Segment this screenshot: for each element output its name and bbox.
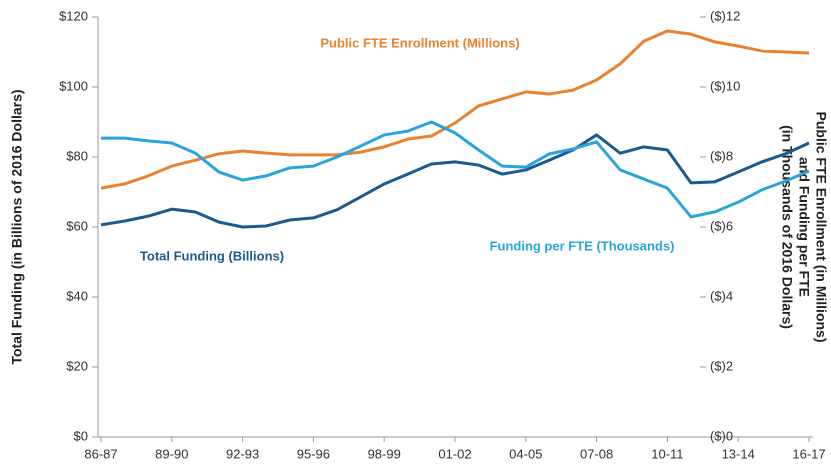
series-line [100,133,810,229]
y-tick-label: $0 [74,428,88,443]
series-label: Total Funding (Billions) [140,248,284,263]
y2-tick-label: ($)2 [710,358,733,373]
x-tick-label: 95-96 [297,446,330,461]
y-tick-label: $100 [59,78,88,93]
y2-tick-label: ($)6 [710,218,733,233]
y2-tick-label: ($)10 [710,78,740,93]
y-tick-label: $120 [59,8,88,23]
x-tick-label: 98-99 [368,446,401,461]
x-tick-label: 92-93 [226,446,259,461]
y2-tick-label: ($)8 [710,148,733,163]
y-axis-label: Total Funding (in Billions of 2016 Dolla… [9,89,25,364]
x-tick-label: 01-02 [438,446,471,461]
x-tick-label: 89-90 [155,446,188,461]
y2-axis-label: and Funding per FTE [796,157,812,297]
y2-tick-label: ($)0 [710,428,733,443]
x-tick-label: 86-87 [84,446,117,461]
y-tick-label: $60 [66,218,88,233]
y2-axis-label: Public FTE Enrollment (in Millions) [813,112,829,343]
x-tick-label: 10-11 [651,446,683,461]
x-tick-label: 16-17 [792,446,825,461]
series-label: Funding per FTE (Thousands) [490,238,675,253]
y2-tick-label: ($)12 [710,8,740,23]
x-tick-label: 07-08 [580,446,613,461]
x-tick-label: 13-14 [722,446,755,461]
series-line [100,29,810,190]
y-tick-label: $20 [66,358,88,373]
y-tick-label: $40 [66,288,88,303]
y2-tick-label: ($)4 [710,288,733,303]
y-tick-label: $80 [66,148,88,163]
x-tick-label: 04-05 [509,446,542,461]
y2-axis-label: (in Thousands of 2016 Dollars) [779,125,795,329]
series-label: Public FTE Enrollment (Millions) [320,35,519,50]
series-line [101,120,810,219]
